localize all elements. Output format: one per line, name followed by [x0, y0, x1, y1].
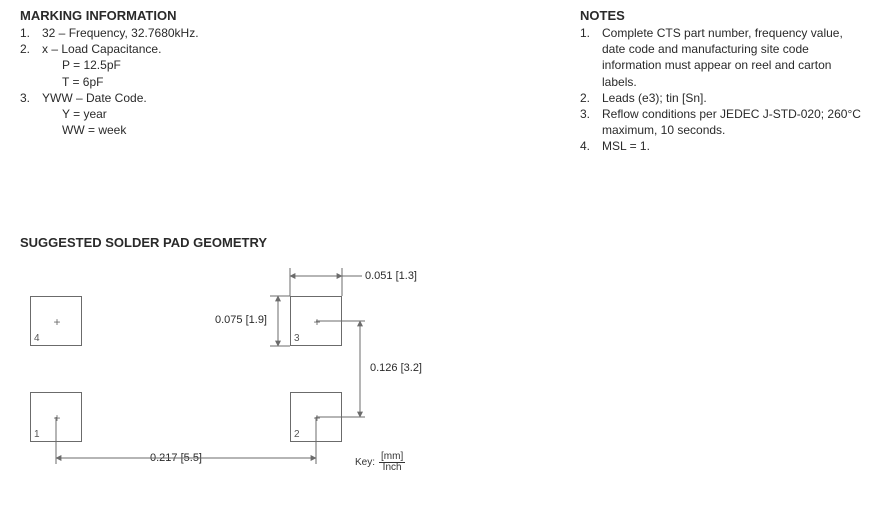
notes-item: 1. Complete CTS part number, frequency v… — [580, 25, 861, 90]
notes-item: 3. Reflow conditions per JEDEC J-STD-020… — [580, 106, 861, 138]
list-number: 1. — [580, 25, 602, 90]
list-text: Y = year — [62, 106, 540, 122]
pad-4: + 4 — [30, 296, 82, 346]
pad-3: + 3 — [290, 296, 342, 346]
list-number: 2. — [20, 41, 42, 57]
plus-icon: + — [53, 411, 60, 425]
list-text: Leads (e3); tin [Sn]. — [602, 90, 861, 106]
marking-heading: MARKING INFORMATION — [20, 8, 540, 23]
list-text: Reflow conditions per JEDEC J-STD-020; 2… — [602, 106, 861, 138]
dim-pitch-h-label: 0.217 [5.5] — [150, 452, 202, 464]
pad-number: 3 — [294, 333, 300, 344]
list-text: Complete CTS part number, frequency valu… — [602, 25, 861, 90]
list-text: P = 12.5pF — [62, 57, 540, 73]
marking-item-indent: Y = year — [20, 106, 540, 122]
list-number: 3. — [20, 90, 42, 106]
list-text: WW = week — [62, 122, 540, 138]
list-text: MSL = 1. — [602, 138, 861, 154]
notes-heading: NOTES — [580, 8, 861, 23]
solder-pad-section: SUGGESTED SOLDER PAD GEOMETRY + 4 + 3 + … — [20, 235, 861, 476]
marking-item: 1. 32 – Frequency, 32.7680kHz. — [20, 25, 540, 41]
notes-block: NOTES 1. Complete CTS part number, frequ… — [580, 8, 861, 155]
marking-item: 3. YWW – Date Code. — [20, 90, 540, 106]
marking-item-indent: T = 6pF — [20, 74, 540, 90]
pad-1: + 1 — [30, 392, 82, 442]
geometry-heading: SUGGESTED SOLDER PAD GEOMETRY — [20, 235, 861, 250]
list-number: 1. — [20, 25, 42, 41]
key-mm: [mm] — [379, 452, 405, 463]
marking-item: 2. x – Load Capacitance. — [20, 41, 540, 57]
notes-item: 2. Leads (e3); tin [Sn]. — [580, 90, 861, 106]
pad-2: + 2 — [290, 392, 342, 442]
pad-number: 1 — [34, 429, 40, 440]
list-text: YWW – Date Code. — [42, 90, 540, 106]
list-number: 2. — [580, 90, 602, 106]
pad-number: 4 — [34, 333, 40, 344]
top-columns: MARKING INFORMATION 1. 32 – Frequency, 3… — [20, 8, 861, 155]
marking-item-indent: P = 12.5pF — [20, 57, 540, 73]
pad-number: 2 — [294, 429, 300, 440]
plus-icon: + — [313, 411, 320, 425]
solder-pad-diagram: + 4 + 3 + 1 + 2 0.051 [1.3] 0.075 [1.9] … — [20, 256, 480, 476]
notes-item: 4. MSL = 1. — [580, 138, 861, 154]
unit-key: Key: [mm] Inch — [355, 452, 405, 473]
list-text: 32 – Frequency, 32.7680kHz. — [42, 25, 540, 41]
list-text: T = 6pF — [62, 74, 540, 90]
key-label: Key: — [355, 457, 375, 468]
list-number: 4. — [580, 138, 602, 154]
marking-list: 1. 32 – Frequency, 32.7680kHz. 2. x – Lo… — [20, 25, 540, 138]
dim-width-label: 0.051 [1.3] — [365, 270, 417, 282]
dim-height-label: 0.075 [1.9] — [215, 314, 267, 326]
notes-list: 1. Complete CTS part number, frequency v… — [580, 25, 861, 155]
marking-item-indent: WW = week — [20, 122, 540, 138]
key-inch: Inch — [381, 463, 404, 473]
dim-pitch-v-label: 0.126 [3.2] — [370, 362, 422, 374]
plus-icon: + — [313, 315, 320, 329]
key-fraction: [mm] Inch — [379, 452, 405, 473]
list-number: 3. — [580, 106, 602, 138]
plus-icon: + — [53, 315, 60, 329]
page-root: MARKING INFORMATION 1. 32 – Frequency, 3… — [0, 0, 881, 508]
marking-info-block: MARKING INFORMATION 1. 32 – Frequency, 3… — [20, 8, 540, 155]
list-text: x – Load Capacitance. — [42, 41, 540, 57]
